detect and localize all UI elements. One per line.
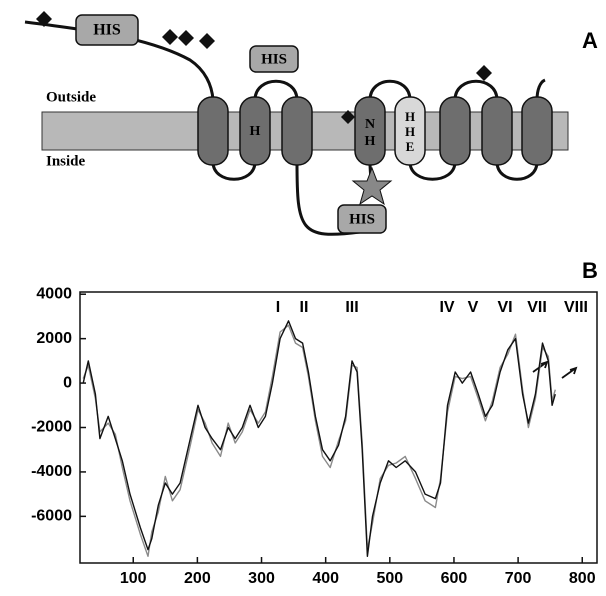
annotation: II xyxy=(300,299,309,316)
loop xyxy=(211,161,257,181)
diamond xyxy=(476,65,492,81)
x-tick-label: 600 xyxy=(441,570,468,587)
x-tick-label: 100 xyxy=(120,570,147,587)
x-tick-label: 500 xyxy=(376,570,403,587)
panel-label: A xyxy=(582,28,598,53)
diamond xyxy=(178,30,194,46)
panel-a: HIS HIS HIS Outside Inside H N H H H E A xyxy=(24,11,598,236)
helix-label: N xyxy=(365,117,375,132)
helix-label: H xyxy=(405,109,415,124)
annotation: IV xyxy=(439,299,454,316)
his-box xyxy=(249,45,299,73)
helix-label: H xyxy=(365,134,376,149)
series-line xyxy=(82,320,556,557)
annotation: V xyxy=(468,299,479,316)
y-tick-label: -4000 xyxy=(31,463,72,480)
y-tick-label: 4000 xyxy=(36,285,72,302)
y-tick-label: -2000 xyxy=(31,419,72,436)
x-tick-label: 200 xyxy=(184,570,211,587)
helix-label: H xyxy=(250,124,261,139)
annotation: VII xyxy=(527,299,547,316)
star xyxy=(351,166,393,206)
diamond xyxy=(199,33,215,49)
loop xyxy=(495,161,539,181)
helix xyxy=(521,96,553,166)
his-label: HIS xyxy=(349,211,375,227)
x-tick-label: 300 xyxy=(248,570,275,587)
annotation: VI xyxy=(497,299,512,316)
inside-label: Inside xyxy=(46,153,86,169)
y-tick-label: 2000 xyxy=(36,330,72,347)
x-tick-label: 700 xyxy=(505,570,532,587)
annotation: III xyxy=(345,299,358,316)
x-tick-label: 800 xyxy=(569,570,596,587)
outside-label: Outside xyxy=(46,89,96,105)
plot-frame xyxy=(79,291,598,564)
diamond xyxy=(162,29,178,45)
annotation: I xyxy=(276,299,280,316)
helix xyxy=(197,96,229,166)
diamond xyxy=(341,110,355,124)
helix xyxy=(481,96,513,166)
his-box xyxy=(337,204,387,234)
y-tick-label: -6000 xyxy=(31,508,72,525)
helix-label: E xyxy=(406,139,415,154)
loop xyxy=(408,161,457,181)
diamond xyxy=(36,11,52,27)
helix xyxy=(281,96,313,166)
helix xyxy=(354,96,386,166)
n-terminus xyxy=(24,20,215,101)
loop xyxy=(295,161,361,236)
x-tick-label: 400 xyxy=(312,570,339,587)
helices xyxy=(197,96,553,166)
his-label: HIS xyxy=(261,51,287,67)
his-label: HIS xyxy=(93,22,121,39)
y-tick-label: 0 xyxy=(63,374,72,391)
series-line xyxy=(82,324,556,557)
annotation: VIII xyxy=(564,299,588,316)
helix-label: H xyxy=(405,124,415,139)
helix xyxy=(394,96,426,166)
loop xyxy=(253,79,299,101)
helix xyxy=(239,96,271,166)
loop xyxy=(453,79,499,101)
diamonds xyxy=(36,11,492,124)
panel-label: B xyxy=(582,258,598,283)
his-box xyxy=(75,14,139,46)
helix xyxy=(439,96,471,166)
loop xyxy=(368,79,412,101)
